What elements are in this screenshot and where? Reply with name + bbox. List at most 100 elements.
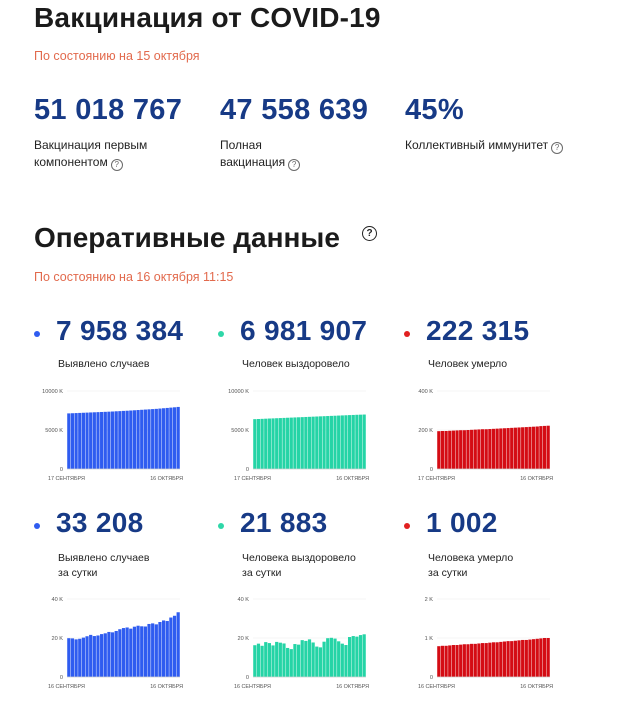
bar [488,642,492,677]
bar [499,641,503,677]
x-end-label: 16 ОКТЯБРЯ [520,684,553,690]
y-tick-label: 400 K [418,389,433,395]
bar [444,430,448,469]
bar [528,639,532,677]
bar [355,636,359,677]
bar [293,644,297,677]
bar [451,430,456,469]
bar [539,638,543,677]
bar [136,625,140,677]
bar [542,638,547,677]
bar [136,410,140,469]
bar [147,623,151,677]
bar [260,645,264,677]
bar [318,416,323,469]
bar [289,417,293,469]
bar [473,643,477,677]
bar [326,416,330,469]
daily-cases-label-line1: Выявлено случаев [58,552,150,564]
bar [311,642,315,677]
help-icon[interactable]: ? [362,226,377,241]
bar [121,410,126,469]
bar [510,427,514,469]
bar [473,429,477,469]
bar [129,628,133,677]
bar [470,429,474,469]
deaths-dot [404,331,410,337]
y-tick-label: 0 [60,675,63,681]
bar [293,417,297,469]
bar [502,428,507,469]
bar [110,632,115,677]
y-tick-label: 40 K [51,597,63,603]
bar [267,418,272,469]
bar [358,414,363,469]
bar [89,634,93,677]
herd-immunity-label: Коллективный иммунитет? [405,137,564,154]
bar [132,626,137,677]
bar [362,634,366,677]
bar [517,640,521,677]
cases-dot [34,331,40,337]
x-start-label: 17 СЕНТЯБРЯ [418,476,455,482]
bar [495,642,499,677]
bar [315,416,319,469]
bar [488,429,492,469]
bar [275,641,279,677]
bar [286,417,290,469]
bar [347,637,352,677]
bar [172,407,177,469]
bar [337,641,341,677]
bar [74,639,78,677]
x-start-label: 16 СЕНТЯБРЯ [234,684,271,690]
bar [322,641,326,677]
bar [480,429,485,469]
daily-cases-label-line2: за сутки [58,567,98,579]
bar [502,641,507,677]
bar [118,411,122,469]
y-tick-label: 0 [60,467,63,473]
bar [326,638,330,677]
bar [118,629,122,677]
bar [78,638,82,677]
bar [484,643,488,677]
bar [506,428,510,469]
bar [524,639,528,677]
daily-recovered-value: 21 883 [240,507,328,538]
help-icon[interactable]: ? [110,159,123,171]
chart-daily-cases: 0 20 K 40 K 16 СЕНТЯБРЯ 16 ОКТЯБРЯ [48,597,183,690]
bar [81,637,86,677]
help-icon[interactable]: ? [551,142,564,154]
y-tick-label: 2 K [425,597,434,603]
bar [546,425,550,469]
y-tick-label: 10000 K [228,389,249,395]
bar [296,417,301,469]
bar [264,642,268,677]
bar [256,419,261,469]
bar [304,416,308,469]
bar [531,426,536,469]
operational-as-of: По состоянию на 16 октября 11:15 [34,270,234,284]
x-start-label: 17 СЕНТЯБРЯ [234,476,271,482]
bar [304,640,308,677]
daily-cases-dot [34,523,40,529]
help-icon[interactable]: ? [288,159,301,171]
bar [125,410,129,469]
bar [462,644,466,677]
first-component-label-line2: компонентом [34,155,108,169]
vaccination-title: Вакцинация от COVID-19 [34,2,381,33]
bar [78,412,82,469]
bar [296,644,301,677]
bar [517,427,521,469]
bar [510,641,514,677]
full-vaccination-value: 47 558 639 [220,94,369,126]
bar [344,645,348,677]
bar [267,643,272,677]
bar [96,412,100,469]
y-tick-label: 5000 K [45,428,63,434]
bar [81,412,86,469]
bar [125,627,129,677]
bar [143,626,147,677]
bar [169,617,173,677]
chart-cases-total: 0 5000 K 10000 K 17 СЕНТЯБРЯ 16 ОКТЯБРЯ [42,389,183,482]
